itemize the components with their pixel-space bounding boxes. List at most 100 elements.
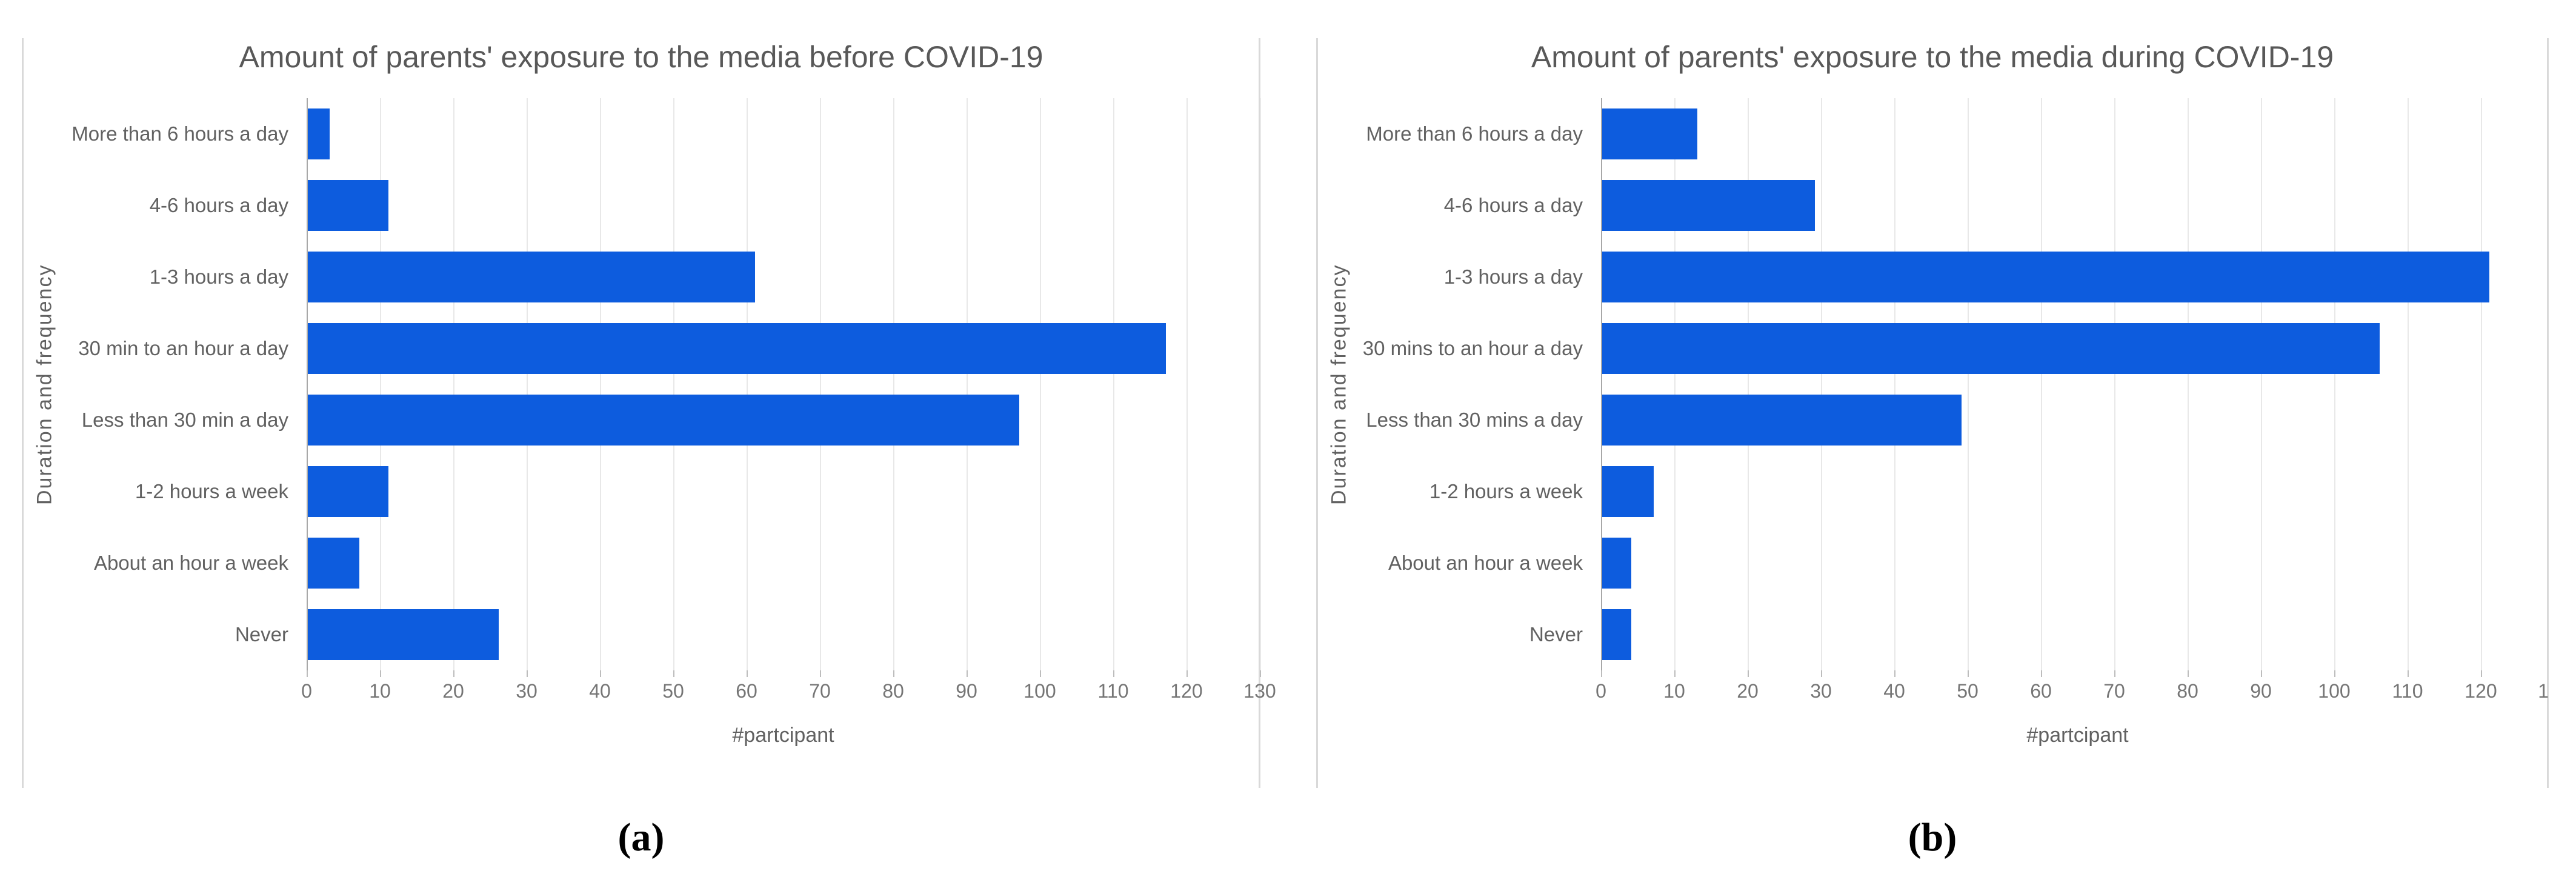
- panel-right-border: [1259, 38, 1260, 788]
- panel-right-border: [2547, 38, 2549, 788]
- gridline: [2481, 98, 2482, 670]
- bar: [308, 466, 388, 517]
- x-axis-tick-label: 10: [1663, 680, 1685, 702]
- x-axis-tick-label: 50: [662, 680, 684, 702]
- x-axis-tick-label: 10: [369, 680, 391, 702]
- chart-title: Amount of parents' exposure to the media…: [239, 40, 1043, 74]
- category-label: Never: [235, 623, 288, 646]
- category-label: Less than 30 min a day: [81, 409, 288, 431]
- gridline: [1674, 98, 1676, 670]
- gridline: [2114, 98, 2115, 670]
- bar: [1602, 466, 1654, 517]
- chart-panel-during-covid: Amount of parents' exposure to the media…: [1316, 38, 2549, 788]
- x-axis-tick-label: 100: [1023, 680, 1056, 702]
- gridline: [1260, 98, 1261, 670]
- x-axis-tick-mark: [380, 670, 381, 677]
- x-axis-tick-mark: [1601, 670, 1602, 677]
- category-label: 4-6 hours a day: [1443, 194, 1583, 216]
- bar: [1602, 180, 1815, 231]
- gridline: [1186, 98, 1188, 670]
- x-axis-tick-mark: [893, 670, 894, 677]
- category-label: 30 min to an hour a day: [78, 337, 288, 359]
- x-axis-tick-mark: [1186, 670, 1188, 677]
- x-axis-tick-mark: [1674, 670, 1676, 677]
- bar: [1602, 609, 1631, 660]
- x-axis-tick-label: 20: [442, 680, 464, 702]
- y-axis-line: [307, 98, 308, 675]
- x-axis-tick-label: 40: [1883, 680, 1905, 702]
- x-axis-tick-mark: [527, 670, 528, 677]
- bar: [1602, 252, 2489, 302]
- x-axis-tick-mark: [1821, 670, 1822, 677]
- x-axis-tick-mark: [2188, 670, 2189, 677]
- gridline: [2041, 98, 2042, 670]
- x-axis-tick-label: 80: [882, 680, 904, 702]
- x-axis-tick-mark: [967, 670, 968, 677]
- x-axis-tick-mark: [1748, 670, 1749, 677]
- x-axis-tick-label: 110: [1097, 680, 1129, 702]
- bar: [308, 180, 388, 231]
- gridline: [1894, 98, 1895, 670]
- x-axis-tick-label: 130: [1243, 680, 1276, 702]
- bar: [308, 538, 359, 589]
- gridline: [1748, 98, 1749, 670]
- x-axis-tick-mark: [2114, 670, 2115, 677]
- chart-panel-before-covid: Amount of parents' exposure to the media…: [22, 38, 1276, 788]
- x-axis-tick-label: 50: [1957, 680, 1979, 702]
- gridline: [1040, 98, 1041, 670]
- x-axis-tick-mark: [747, 670, 748, 677]
- category-label: About an hour a week: [1388, 552, 1583, 574]
- gridline: [967, 98, 968, 670]
- x-axis-tick-label: 90: [2250, 680, 2272, 702]
- x-axis-tick-mark: [1260, 670, 1261, 677]
- gridline: [2334, 98, 2335, 670]
- x-axis-tick-mark: [820, 670, 821, 677]
- x-axis-tick-mark: [1113, 670, 1114, 677]
- bar: [308, 108, 330, 159]
- category-label: 1-3 hours a day: [1443, 265, 1583, 288]
- x-axis-tick-label: 70: [2103, 680, 2125, 702]
- subfigure-caption-a: (a): [617, 815, 665, 859]
- x-axis-tick-label: 0: [1596, 680, 1606, 702]
- x-axis-tick-mark: [673, 670, 674, 677]
- gridline: [380, 98, 381, 670]
- gridline: [2261, 98, 2262, 670]
- x-axis-tick-label: 90: [956, 680, 977, 702]
- x-axis-tick-label: 100: [2318, 680, 2351, 702]
- bar: [308, 323, 1166, 374]
- gridline: [600, 98, 601, 670]
- bar: [1602, 108, 1697, 159]
- gridline: [527, 98, 528, 670]
- category-label: 30 mins to an hour a day: [1362, 337, 1583, 359]
- bar: [1602, 323, 2380, 374]
- gridline: [893, 98, 894, 670]
- panel-left-border: [22, 38, 24, 788]
- plot-area: 0 10 20 30 40 50 60 70 80 90 100 110 120 130: [1596, 98, 2549, 702]
- bar: [308, 609, 499, 660]
- x-axis-tick-label: 110: [2392, 680, 2423, 702]
- category-label: 1-2 hours a week: [135, 480, 288, 502]
- bar: [1602, 538, 1631, 589]
- chart-title: Amount of parents' exposure to the media…: [1531, 40, 2334, 74]
- x-axis-tick-label: 30: [1810, 680, 1832, 702]
- panel-left-border: [1316, 38, 1318, 788]
- subfigure-caption-b: (b): [1908, 815, 1957, 859]
- x-axis-tick-mark: [2334, 670, 2335, 677]
- plot-area: 0 10 20 30 40 50 60 70 80 90 100 110 120 130: [301, 98, 1276, 702]
- category-label: 4-6 hours a day: [149, 194, 288, 216]
- x-axis-tick-label: 20: [1737, 680, 1759, 702]
- x-axis-tick-mark: [453, 670, 454, 677]
- x-axis-tick-mark: [1894, 670, 1895, 677]
- x-axis-title: #partcipant: [732, 724, 834, 747]
- x-axis-tick-mark: [2261, 670, 2262, 677]
- category-label: 1-3 hours a day: [149, 265, 288, 288]
- category-label: 1-2 hours a week: [1429, 480, 1583, 502]
- x-axis-tick-label: 60: [2030, 680, 2052, 702]
- gridline: [2188, 98, 2189, 670]
- x-axis-tick-label: 60: [736, 680, 757, 702]
- bar: [308, 252, 755, 302]
- category-label: More than 6 hours a day: [72, 122, 288, 145]
- x-axis-tick-mark: [2481, 670, 2482, 677]
- y-axis-line: [1601, 98, 1602, 675]
